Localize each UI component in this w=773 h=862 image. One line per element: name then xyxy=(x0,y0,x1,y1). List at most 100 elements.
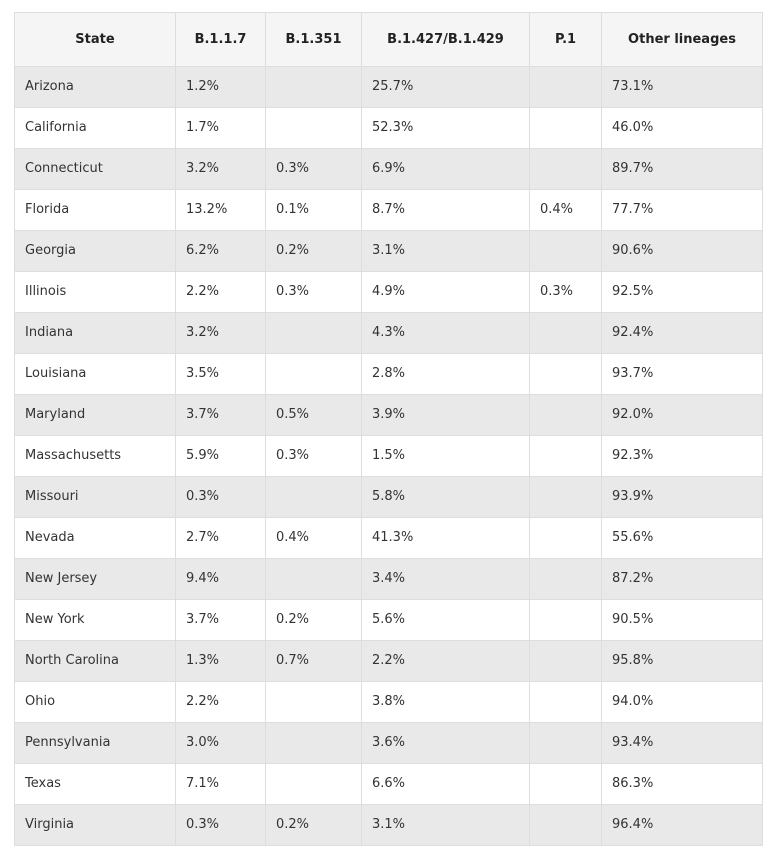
cell-p1: 0.4% xyxy=(529,189,602,231)
cell-other-lineages: 95.8% xyxy=(601,640,763,682)
cell-state: Georgia xyxy=(14,230,176,272)
cell-b1351: 0.2% xyxy=(265,230,362,272)
table-row: Indiana 3.2% 4.3% 92.4% xyxy=(14,312,763,354)
cell-b117: 9.4% xyxy=(175,558,266,600)
cell-state: Virginia xyxy=(14,804,176,846)
cell-other-lineages: 92.3% xyxy=(601,435,763,477)
table-body: Arizona 1.2% 25.7% 73.1% California 1.7% 52.3%… xyxy=(14,66,763,846)
cell-state: North Carolina xyxy=(14,640,176,682)
cell-other-lineages: 94.0% xyxy=(601,681,763,723)
cell-b117: 1.2% xyxy=(175,66,266,108)
table-row: Arizona 1.2% 25.7% 73.1% xyxy=(14,66,763,108)
cell-b1427-b1429: 41.3% xyxy=(361,517,530,559)
cell-b1427-b1429: 4.9% xyxy=(361,271,530,313)
cell-other-lineages: 93.7% xyxy=(601,353,763,395)
cell-p1 xyxy=(529,230,602,272)
cell-state: Massachusetts xyxy=(14,435,176,477)
cell-b1427-b1429: 6.6% xyxy=(361,763,530,805)
cell-state: Nevada xyxy=(14,517,176,559)
cell-other-lineages: 86.3% xyxy=(601,763,763,805)
header-p1: P.1 xyxy=(529,12,602,67)
cell-b117: 3.0% xyxy=(175,722,266,764)
cell-b117: 3.7% xyxy=(175,599,266,641)
table-row: Massachusetts 5.9% 0.3% 1.5% 92.3% xyxy=(14,435,763,477)
cell-b1427-b1429: 2.2% xyxy=(361,640,530,682)
header-b117: B.1.1.7 xyxy=(175,12,266,67)
table-row: Georgia 6.2% 0.2% 3.1% 90.6% xyxy=(14,230,763,272)
cell-state: Missouri xyxy=(14,476,176,518)
cell-b1427-b1429: 3.1% xyxy=(361,804,530,846)
header-b1427-b1429: B.1.427/B.1.429 xyxy=(361,12,530,67)
cell-p1 xyxy=(529,640,602,682)
cell-b117: 7.1% xyxy=(175,763,266,805)
cell-state: Illinois xyxy=(14,271,176,313)
header-other-lineages: Other lineages xyxy=(601,12,763,67)
cell-p1 xyxy=(529,804,602,846)
cell-b1351 xyxy=(265,312,362,354)
cell-p1 xyxy=(529,312,602,354)
cell-b1427-b1429: 5.8% xyxy=(361,476,530,518)
table-row: Texas 7.1% 6.6% 86.3% xyxy=(14,763,763,805)
cell-b1351 xyxy=(265,722,362,764)
cell-other-lineages: 90.6% xyxy=(601,230,763,272)
cell-p1 xyxy=(529,107,602,149)
cell-b1351: 0.4% xyxy=(265,517,362,559)
cell-state: Arizona xyxy=(14,66,176,108)
variant-lineages-table: State B.1.1.7 B.1.351 B.1.427/B.1.429 P.… xyxy=(14,12,763,846)
cell-other-lineages: 93.9% xyxy=(601,476,763,518)
cell-b117: 1.7% xyxy=(175,107,266,149)
cell-other-lineages: 46.0% xyxy=(601,107,763,149)
cell-other-lineages: 92.0% xyxy=(601,394,763,436)
cell-state: New Jersey xyxy=(14,558,176,600)
table-row: Florida 13.2% 0.1% 8.7% 0.4% 77.7% xyxy=(14,189,763,231)
cell-p1 xyxy=(529,558,602,600)
cell-other-lineages: 89.7% xyxy=(601,148,763,190)
cell-state: Florida xyxy=(14,189,176,231)
cell-b1427-b1429: 6.9% xyxy=(361,148,530,190)
cell-b117: 3.7% xyxy=(175,394,266,436)
cell-state: Ohio xyxy=(14,681,176,723)
table-row: Louisiana 3.5% 2.8% 93.7% xyxy=(14,353,763,395)
cell-p1 xyxy=(529,394,602,436)
cell-b117: 3.2% xyxy=(175,148,266,190)
cell-p1 xyxy=(529,476,602,518)
variant-lineages-table-container: State B.1.1.7 B.1.351 B.1.427/B.1.429 P.… xyxy=(14,12,763,846)
cell-p1 xyxy=(529,148,602,190)
cell-b1351 xyxy=(265,558,362,600)
cell-p1 xyxy=(529,353,602,395)
cell-state: Pennsylvania xyxy=(14,722,176,764)
table-row: New Jersey 9.4% 3.4% 87.2% xyxy=(14,558,763,600)
cell-b117: 5.9% xyxy=(175,435,266,477)
table-row: Illinois 2.2% 0.3% 4.9% 0.3% 92.5% xyxy=(14,271,763,313)
table-row: Ohio 2.2% 3.8% 94.0% xyxy=(14,681,763,723)
cell-p1: 0.3% xyxy=(529,271,602,313)
cell-b1351: 0.7% xyxy=(265,640,362,682)
cell-b1351: 0.2% xyxy=(265,804,362,846)
cell-b1427-b1429: 3.4% xyxy=(361,558,530,600)
cell-b1427-b1429: 52.3% xyxy=(361,107,530,149)
cell-b1427-b1429: 3.6% xyxy=(361,722,530,764)
table-row: Virginia 0.3% 0.2% 3.1% 96.4% xyxy=(14,804,763,846)
cell-p1 xyxy=(529,681,602,723)
cell-b117: 2.7% xyxy=(175,517,266,559)
cell-b1427-b1429: 25.7% xyxy=(361,66,530,108)
table-row: Pennsylvania 3.0% 3.6% 93.4% xyxy=(14,722,763,764)
cell-b1427-b1429: 5.6% xyxy=(361,599,530,641)
cell-p1 xyxy=(529,517,602,559)
cell-b1351: 0.5% xyxy=(265,394,362,436)
cell-b1351: 0.1% xyxy=(265,189,362,231)
table-row: Missouri 0.3% 5.8% 93.9% xyxy=(14,476,763,518)
cell-state: California xyxy=(14,107,176,149)
header-state: State xyxy=(14,12,176,67)
cell-state: Texas xyxy=(14,763,176,805)
cell-b1351: 0.3% xyxy=(265,148,362,190)
cell-b1427-b1429: 8.7% xyxy=(361,189,530,231)
cell-b1427-b1429: 1.5% xyxy=(361,435,530,477)
cell-other-lineages: 55.6% xyxy=(601,517,763,559)
cell-b1351 xyxy=(265,681,362,723)
cell-b1351 xyxy=(265,353,362,395)
cell-p1 xyxy=(529,599,602,641)
cell-b117: 1.3% xyxy=(175,640,266,682)
table-row: New York 3.7% 0.2% 5.6% 90.5% xyxy=(14,599,763,641)
cell-state: Louisiana xyxy=(14,353,176,395)
